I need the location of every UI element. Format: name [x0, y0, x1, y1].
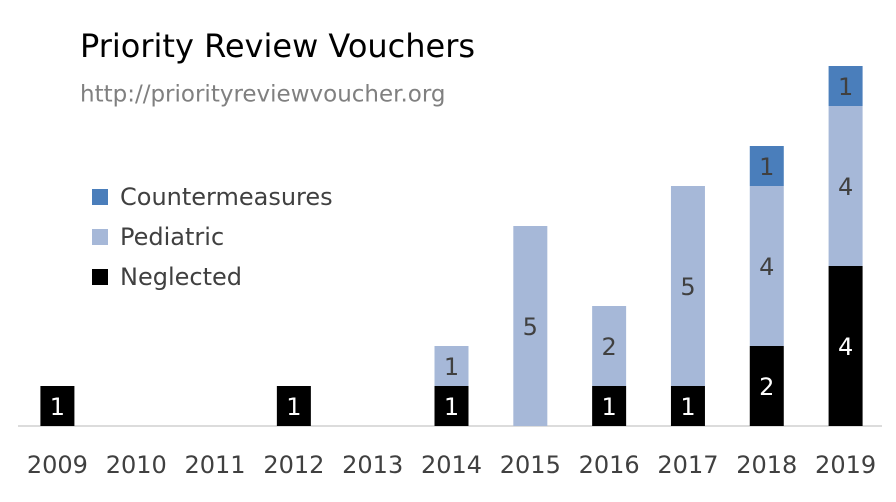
data-label: 1 [444, 393, 459, 421]
bar-segment [828, 106, 863, 266]
bar-segment [828, 66, 863, 106]
x-tick-label: 2010 [106, 451, 167, 479]
x-tick-label: 2017 [657, 451, 718, 479]
x-tick-label: 2013 [342, 451, 403, 479]
legend-swatch [92, 229, 108, 245]
legend-label: Neglected [120, 263, 242, 291]
x-tick-label: 2015 [500, 451, 561, 479]
legend-swatch [92, 269, 108, 285]
data-label: 1 [50, 393, 65, 421]
bar-segment [592, 306, 627, 386]
bar-segment [749, 346, 784, 426]
data-label: 1 [444, 353, 459, 381]
x-tick-label: 2018 [736, 451, 797, 479]
data-label: 5 [523, 313, 538, 341]
bar-segment [749, 146, 784, 186]
data-label: 4 [838, 333, 853, 361]
bar-segment [513, 226, 548, 426]
data-label: 1 [286, 393, 301, 421]
legend-swatch [92, 189, 108, 205]
x-tick-label: 2014 [421, 451, 482, 479]
data-label: 4 [759, 253, 774, 281]
data-label: 1 [838, 73, 853, 101]
x-tick-label: 2009 [27, 451, 88, 479]
chart-subtitle: http://priorityreviewvoucher.org [80, 82, 446, 108]
x-tick-label: 2016 [579, 451, 640, 479]
x-tick-label: 2012 [263, 451, 324, 479]
bar-segment [434, 386, 469, 426]
data-label: 1 [680, 393, 695, 421]
legend-label: Countermeasures [120, 183, 333, 211]
bar-segment [670, 186, 705, 386]
bar-segment [670, 386, 705, 426]
data-label: 2 [601, 333, 616, 361]
bar-segment [40, 386, 75, 426]
bar-segment [828, 266, 863, 426]
chart-title: Priority Review Vouchers [80, 27, 475, 65]
bar-segment [434, 346, 469, 386]
legend-label: Pediatric [120, 223, 224, 251]
data-label: 4 [838, 173, 853, 201]
data-label: 5 [680, 273, 695, 301]
bar-segment [749, 186, 784, 346]
data-label: 2 [759, 373, 774, 401]
bar-segment [592, 386, 627, 426]
data-label: 1 [601, 393, 616, 421]
x-tick-label: 2011 [185, 451, 246, 479]
bar-segment [276, 386, 311, 426]
x-tick-label: 2019 [815, 451, 876, 479]
data-label: 1 [759, 153, 774, 181]
